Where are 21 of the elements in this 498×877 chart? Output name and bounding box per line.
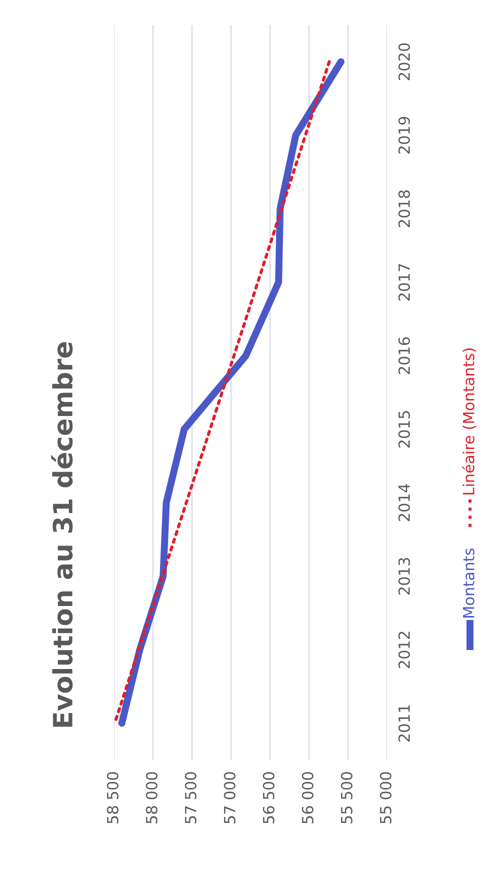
y-tick-label: 2012 xyxy=(398,632,410,668)
y-tick-label: 2018 xyxy=(398,190,410,228)
text: Linéaire (Montants) xyxy=(462,348,476,494)
x-tick-label: 58 000 xyxy=(146,772,158,824)
x-tick-label: 56 000 xyxy=(302,772,314,824)
x-tick-label: 55 500 xyxy=(340,772,352,824)
x-tick-label: 56 500 xyxy=(262,772,274,824)
x-tick-label: 57 500 xyxy=(184,772,196,824)
y-tick-label: 2014 xyxy=(398,484,410,522)
x-tick-label: 58 500 xyxy=(106,772,118,824)
x-tick-label: 57 000 xyxy=(224,772,236,824)
y-tick-label: 2011 xyxy=(398,705,410,742)
x-tick-label: 55 000 xyxy=(380,772,392,824)
y-tick-label: 2016 xyxy=(398,337,410,374)
y-tick-label: 2019 xyxy=(398,116,410,154)
y-tick-label: 2013 xyxy=(398,558,410,595)
y-tick-label: 2020 xyxy=(398,43,410,80)
text: Evolution au 31 décembre xyxy=(51,342,73,727)
y-tick-label: 2017 xyxy=(398,264,410,301)
y-tick-label: 2015 xyxy=(398,411,410,448)
text: Montants xyxy=(463,548,474,618)
